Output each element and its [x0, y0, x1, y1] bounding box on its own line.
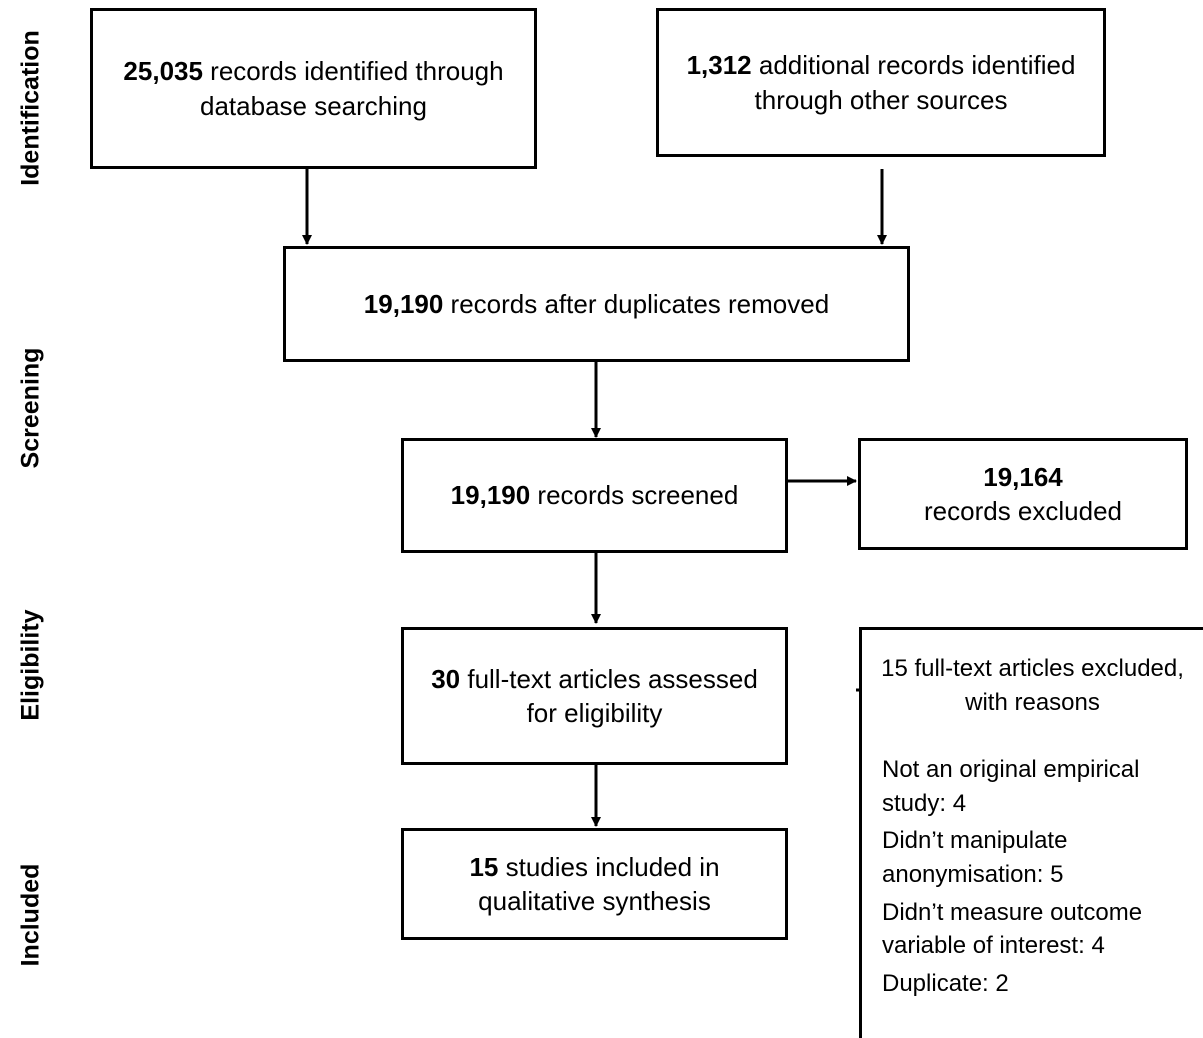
- box-after-duplicates: 19,190 records after duplicates removed: [283, 246, 910, 362]
- full-text-text: full-text articles assessed for eligibil…: [460, 663, 758, 728]
- screened-text: records screened: [530, 480, 739, 511]
- after-duplicates-count: 19,190: [363, 288, 444, 319]
- excluded-text: records excluded: [924, 496, 1122, 526]
- exclusion-reasons-list: Not an original empirical study: 4 Didn’…: [862, 753, 1203, 1000]
- other-sources-text: additional records identified through ot…: [751, 50, 1076, 115]
- database-count: 25,035: [123, 56, 203, 87]
- screened-count: 19,190: [450, 480, 531, 511]
- included-count: 15: [469, 851, 499, 882]
- full-text-excluded-heading: 15 full-text articles excluded, with rea…: [881, 655, 1184, 716]
- box-full-text-excluded: 15 full-text articles excluded, with rea…: [859, 627, 1203, 1038]
- other-sources-count: 1,312: [686, 50, 752, 81]
- box-other-sources: 1,312 additional records identified thro…: [656, 8, 1106, 157]
- box-studies-included: 15 studies included in qualitative synth…: [401, 828, 788, 940]
- included-text: studies included in qualitative synthesi…: [478, 851, 720, 916]
- exclusion-reason: Duplicate: 2: [882, 969, 1009, 997]
- after-duplicates-text: records after duplicates removed: [443, 288, 830, 319]
- exclusion-reason: Didn’t measure outcome variable of inter…: [882, 898, 1143, 960]
- box-database-records: 25,035 records identified through databa…: [90, 8, 537, 169]
- excluded-count: 19,164: [983, 461, 1063, 492]
- box-records-excluded: 19,164 records excluded: [858, 438, 1188, 550]
- full-text-count: 30: [431, 663, 461, 694]
- exclusion-reason: Didn’t manipulate anonymisation: 5: [882, 827, 1068, 888]
- exclusion-reason: Not an original empirical study: 4: [882, 756, 1140, 817]
- box-full-text-assessed: 30 full-text articles assessed for eligi…: [401, 627, 788, 765]
- box-records-screened: 19,190 records screened: [401, 438, 788, 553]
- database-text: records identified through database sear…: [200, 56, 504, 121]
